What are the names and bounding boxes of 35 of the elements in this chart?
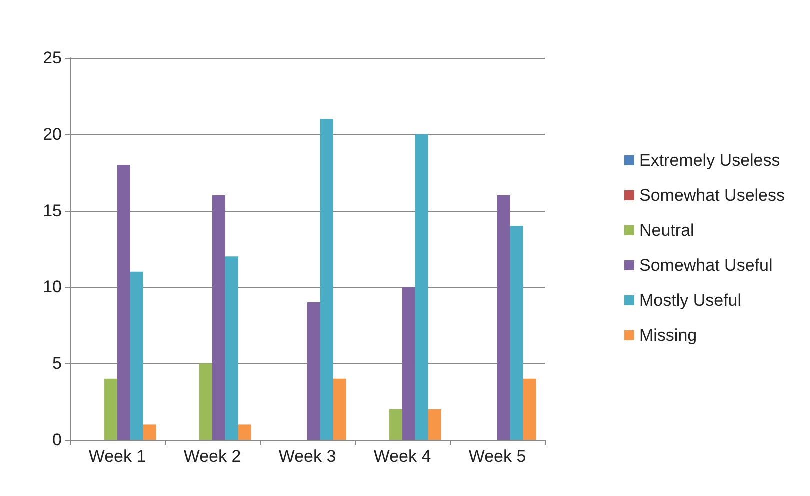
- bar: [428, 409, 442, 440]
- bar: [390, 409, 402, 440]
- legend-label: Mostly Useful: [639, 291, 742, 310]
- y-tick-label: 0: [52, 430, 62, 450]
- y-tick-label: 5: [52, 354, 62, 374]
- x-tick-label: Week 1: [88, 447, 146, 466]
- legend-label: Somewhat Useless: [639, 186, 786, 205]
- bar: [104, 378, 118, 440]
- x-tick-label: Week 3: [278, 447, 336, 466]
- bar: [238, 424, 252, 440]
- bar: [498, 196, 510, 440]
- y-tick-label: 20: [43, 124, 62, 144]
- bar: [143, 424, 156, 440]
- bar: [118, 164, 130, 440]
- legend-label: Somewhat Useful: [639, 256, 773, 275]
- x-tick-label: Week 4: [374, 447, 432, 466]
- legend-label: Extremely Useless: [639, 151, 780, 170]
- y-tick-label: 10: [43, 278, 62, 297]
- x-tick-label: Week 2: [184, 447, 242, 466]
- bar: [523, 378, 536, 440]
- bar: [333, 378, 346, 440]
- bar: [308, 302, 320, 440]
- bar: [402, 287, 416, 440]
- bar: [415, 134, 428, 440]
- y-tick-label: 15: [43, 201, 62, 220]
- bar: [225, 256, 238, 440]
- legend-label: Missing: [639, 326, 698, 345]
- y-tick-label: 25: [43, 48, 62, 68]
- bar: [130, 272, 144, 440]
- bar: [212, 196, 226, 440]
- x-tick-label: Week 5: [468, 447, 526, 466]
- bar: [200, 364, 212, 440]
- bar: [320, 119, 334, 440]
- bar: [510, 226, 524, 440]
- legend-label: Neutral: [639, 221, 694, 240]
